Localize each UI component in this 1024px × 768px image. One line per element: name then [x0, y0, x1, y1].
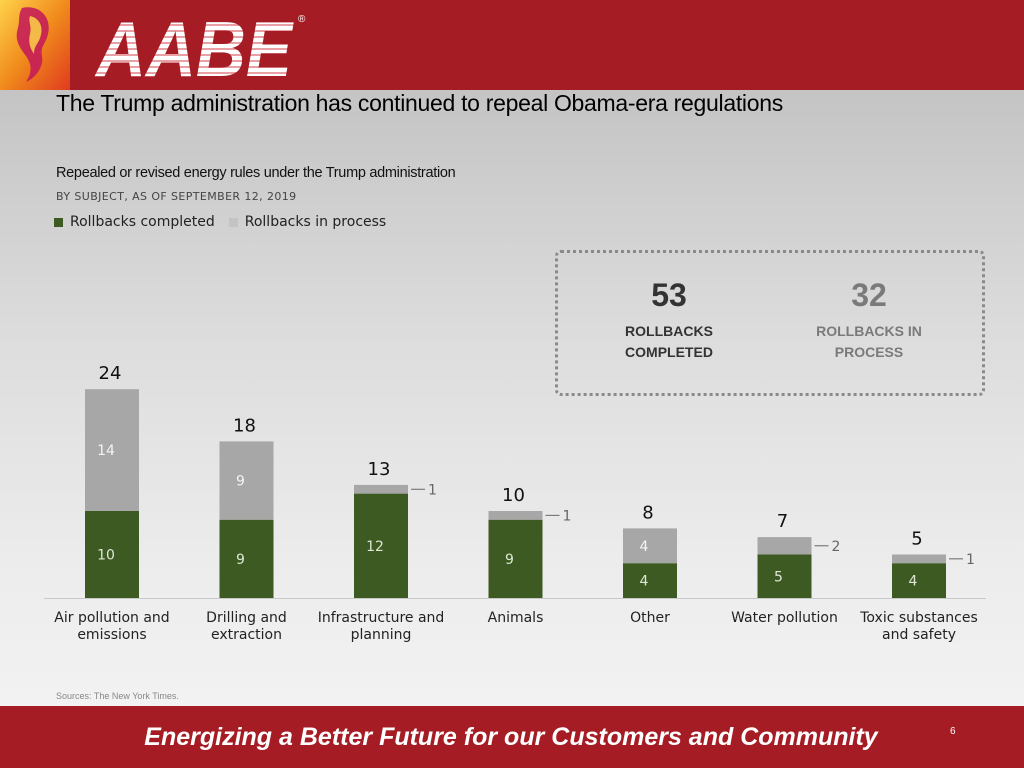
bar-completed	[757, 554, 812, 598]
summary-in-process-label-line1: ROLLBACKS IN	[816, 323, 922, 339]
sources-note: Sources: The New York Times.	[56, 691, 179, 701]
bar-completed	[892, 563, 946, 598]
data-label-in-process: 9	[236, 474, 245, 490]
data-label-total: 10	[502, 485, 525, 506]
bar-completed	[85, 511, 139, 598]
footer-tagline: Energizing a Better Future for our Custo…	[144, 723, 878, 751]
summary-completed-label-line1: ROLLBACKS	[625, 323, 713, 339]
bar-completed	[219, 519, 274, 598]
data-label-completed: 5	[774, 569, 783, 585]
data-label-total: 18	[233, 415, 256, 436]
data-label-in-process: 1	[563, 508, 572, 524]
data-label-in-process: 14	[97, 443, 115, 459]
summary-in-process: 32 ROLLBACKS IN PROCESS	[789, 275, 949, 363]
x-tick-label: Air pollution and	[54, 610, 169, 626]
legend-label-in-process: Rollbacks in process	[244, 214, 387, 230]
summary-in-process-label: ROLLBACKS IN PROCESS	[789, 321, 949, 363]
summary-in-process-label-line2: PROCESS	[834, 344, 904, 360]
data-label-completed: 4	[640, 574, 649, 590]
summary-completed-value: 53	[651, 277, 687, 313]
data-label-completed: 12	[366, 539, 384, 555]
bar-in-process	[757, 537, 812, 555]
x-tick-label: Infrastructure and	[318, 610, 445, 626]
chart-subtitle: BY SUBJECT, AS OF SEPTEMBER 12, 2019	[56, 190, 297, 203]
header-bar: AABE ®	[0, 0, 1024, 90]
summary-completed-label-line2: COMPLETED	[625, 344, 713, 360]
data-label-total: 24	[99, 363, 122, 384]
data-label-in-process: 4	[640, 539, 649, 555]
data-label-completed: 9	[505, 552, 514, 568]
data-label-in-process: 2	[832, 539, 841, 555]
bar-completed	[354, 493, 408, 598]
data-label-total: 13	[368, 459, 391, 480]
legend-swatch-completed	[54, 217, 63, 227]
bar-in-process	[219, 441, 274, 520]
chart-title: Repealed or revised energy rules under t…	[56, 165, 456, 181]
data-label-in-process: 1	[966, 552, 975, 568]
summary-completed-label: ROLLBACKS COMPLETED	[589, 321, 749, 363]
summary-in-process-value: 32	[851, 277, 887, 313]
bar-in-process	[354, 484, 408, 494]
logo-text: AABE	[94, 8, 294, 84]
x-tick-label: planning	[351, 627, 412, 643]
summary-completed: 53 ROLLBACKS COMPLETED	[589, 275, 749, 363]
legend-label-completed: Rollbacks completed	[70, 214, 215, 230]
x-tick-label: emissions	[77, 627, 146, 643]
chart-legend: Rollbacks completed Rollbacks in process	[54, 214, 400, 230]
bar-in-process	[488, 511, 543, 520]
data-label-completed: 4	[909, 574, 918, 590]
bar-completed	[623, 563, 677, 598]
registered-mark: ®	[298, 14, 306, 25]
legend-swatch-in-process	[228, 217, 238, 227]
x-tick-label: Drilling and	[206, 610, 287, 626]
x-tick-label: Water pollution	[731, 610, 838, 626]
aabe-logo: AABE ®	[94, 8, 306, 84]
bar-in-process	[892, 554, 946, 564]
footer-bar: Energizing a Better Future for our Custo…	[0, 706, 1024, 768]
summary-box: 53 ROLLBACKS COMPLETED 32 ROLLBACKS IN P…	[555, 250, 985, 396]
data-label-total: 8	[642, 502, 653, 523]
data-label-in-process: 1	[428, 482, 437, 498]
x-tick-label: and safety	[882, 627, 956, 643]
data-label-total: 5	[911, 529, 922, 550]
x-tick-label: Animals	[488, 610, 544, 626]
data-label-completed: 9	[236, 552, 245, 568]
x-tick-label: Toxic substances	[859, 610, 978, 626]
bar-in-process	[623, 528, 677, 564]
slide-title: The Trump administration has continued t…	[56, 90, 783, 116]
x-tick-label: extraction	[211, 627, 282, 643]
data-label-completed: 10	[97, 548, 115, 564]
bar-completed	[488, 519, 543, 598]
page-number: 6	[950, 726, 956, 737]
data-label-total: 7	[777, 511, 788, 532]
flame-face-emblem-icon	[0, 0, 70, 90]
bar-in-process	[85, 389, 139, 511]
x-tick-label: Other	[630, 610, 670, 626]
